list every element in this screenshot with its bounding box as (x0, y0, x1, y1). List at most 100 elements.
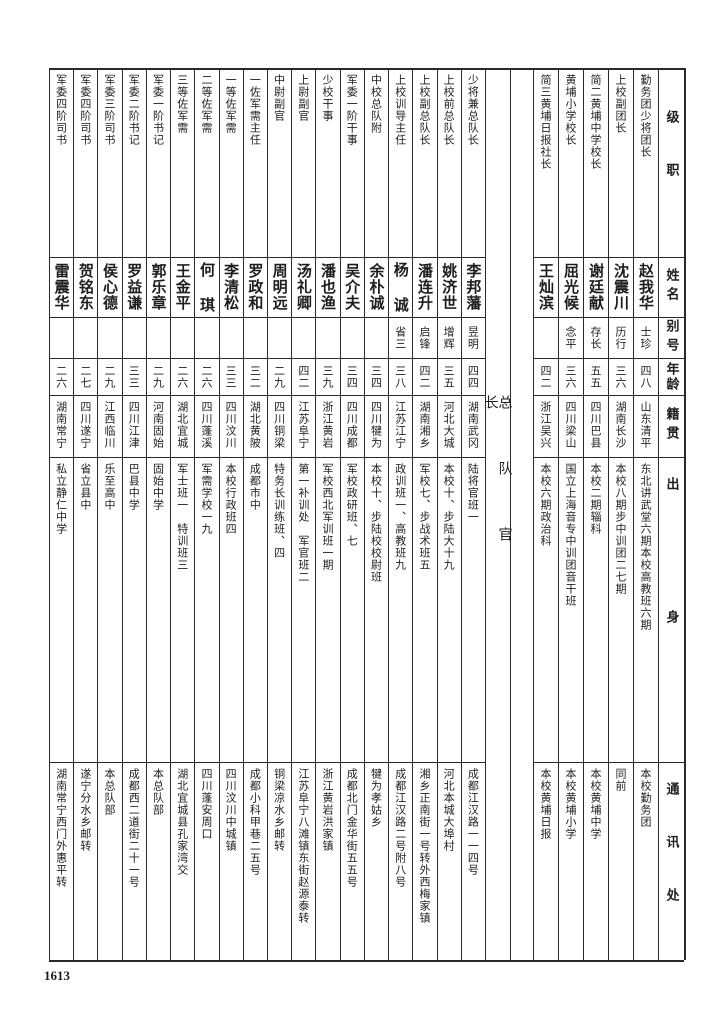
cell-age: 四四 (461, 358, 485, 395)
column-rule (533, 68, 534, 960)
row-rule (49, 762, 485, 763)
cell-native: 四川江津 (122, 395, 146, 457)
cell-origin: 省立县中 (73, 457, 97, 762)
cell-address: 犍为孝姑乡 (364, 762, 388, 960)
cell-alias (122, 317, 146, 358)
cell-address-text: 铜梁凉水乡邮转 (272, 768, 286, 852)
cell-title: 上校训导主任 (388, 68, 412, 257)
cell-title-text: 少校干事 (321, 74, 335, 122)
cell-name-text: 贺铭东 (76, 263, 95, 311)
cell-native-text: 湖南常宁 (54, 401, 68, 449)
cell-alias (146, 317, 170, 358)
cell-native-text: 四川汶川 (224, 401, 238, 449)
cell-title: 黄埔小学校长 (558, 68, 583, 257)
cell-age: 三八 (388, 358, 412, 395)
cell-address: 本校黄埔日报 (533, 762, 558, 960)
column-rule (460, 68, 462, 960)
page-number: 1613 (44, 968, 70, 983)
cell-name: 赵我华 (633, 257, 658, 317)
cell-alias: 历行 (608, 317, 633, 358)
cell-name: 王灿滨 (533, 257, 558, 317)
cell-age-text: 四二 (539, 364, 552, 389)
cell-native-text: 四川遂宁 (78, 401, 92, 449)
cell-native: 浙江黄岩 (315, 395, 339, 457)
row-rule (533, 395, 684, 396)
cell-origin: 本校八期步中训团二七期 (608, 457, 633, 762)
cell-name-text: 李清松 (222, 263, 241, 311)
cell-alias-text: 念平 (564, 325, 577, 350)
cell-origin: 军需学校一九 (194, 457, 218, 762)
cell-age-text: 三三 (224, 364, 238, 389)
cell-native: 山东清平 (633, 395, 658, 457)
column-rule (170, 68, 172, 960)
cell-native-text: 四川铜梁 (272, 401, 286, 449)
cell-native: 江苏江宁 (388, 395, 412, 457)
cell-address: 四川蓬安周口 (194, 762, 218, 960)
cell-origin-text: 本校六期政治科 (539, 463, 552, 547)
cell-address-text: 湖南常宁西门外惠平转 (54, 768, 68, 888)
cell-title-text: 少将兼总队长 (466, 74, 480, 146)
cell-alias-text: 历行 (614, 325, 627, 350)
cell-origin-text: 第一补训处 军官班二 (296, 463, 310, 583)
cell-age: 五五 (583, 358, 608, 395)
column-rule (49, 68, 50, 960)
cell-age: 三三 (219, 358, 243, 395)
header-native-text: 籍贯 (663, 407, 679, 445)
cell-origin-text: 政训班一、高教班九 (393, 463, 407, 571)
cell-address: 本校黄埔小学 (558, 762, 583, 960)
cell-title-text: 军委三阶司书 (103, 74, 117, 146)
cell-origin: 本校十、步陆大十九 (437, 457, 461, 762)
cell-name: 雷震华 (49, 257, 73, 317)
cell-native: 江苏阜宁 (291, 395, 315, 457)
cell-title-text: 二等佐军需 (199, 74, 213, 134)
cell-native: 湖北宜城 (170, 395, 194, 457)
cell-name: 潘也渔 (315, 257, 339, 317)
cell-age-text: 二六 (199, 364, 213, 389)
cell-age-text: 三八 (393, 364, 407, 389)
table-border-right (684, 68, 686, 960)
cell-native: 湖南常宁 (49, 395, 73, 457)
cell-age: 三三 (122, 358, 146, 395)
column-rule (339, 68, 341, 960)
cell-title-text: 三等佐军需 (175, 74, 189, 134)
cell-origin: 东北讲武堂六期本校高教班六期 (633, 457, 658, 762)
cell-age-text: 五五 (589, 364, 602, 389)
cell-origin: 成都市中 (243, 457, 267, 762)
cell-alias (73, 317, 97, 358)
cell-native-text: 江苏阜宁 (296, 401, 310, 449)
cell-name: 贺铭东 (73, 257, 97, 317)
cell-alias: 增辉 (437, 317, 461, 358)
cell-origin-text: 本校八期步中训团二七期 (614, 463, 627, 595)
cell-alias (170, 317, 194, 358)
cell-native: 四川巴县 (583, 395, 608, 457)
cell-origin: 第一补训处 军官班二 (291, 457, 315, 762)
cell-name: 周明远 (267, 257, 291, 317)
cell-native: 四川遂宁 (73, 395, 97, 457)
cell-name-text: 屈光候 (562, 263, 580, 311)
cell-alias-text: 昱明 (466, 325, 480, 350)
cell-native: 河南固始 (146, 395, 170, 457)
cell-origin: 军士班一 特训班三 (170, 457, 194, 762)
section-label: 总队官长 (483, 395, 513, 655)
cell-age: 二六 (49, 358, 73, 395)
cell-origin: 乐至高中 (97, 457, 121, 762)
cell-title-text: 军委一阶书记 (151, 74, 165, 146)
column-rule (633, 68, 634, 960)
cell-native-text: 四川成都 (345, 401, 359, 449)
cell-origin-text: 陆将官班一 (466, 463, 480, 523)
cell-title: 上校副总队长 (412, 68, 436, 257)
header-address-text: 通讯处 (663, 781, 679, 941)
cell-native: 浙江吴兴 (533, 395, 558, 457)
row-rule (533, 317, 684, 318)
cell-name-text: 王灿滨 (537, 263, 555, 311)
cell-origin-text: 军需学校一九 (199, 463, 213, 535)
cell-title: 少校干事 (315, 68, 339, 257)
cell-alias: 念平 (558, 317, 583, 358)
cell-alias: 昱明 (461, 317, 485, 358)
cell-native: 四川梁山 (558, 395, 583, 457)
cell-name-text: 汤礼卿 (294, 263, 313, 311)
cell-name: 罗益谦 (122, 257, 146, 317)
cell-native-text: 四川江津 (127, 401, 141, 449)
cell-address: 成都江汉路二号附八号 (388, 762, 412, 960)
cell-origin-text: 军校西北军训班一期 (321, 463, 335, 571)
